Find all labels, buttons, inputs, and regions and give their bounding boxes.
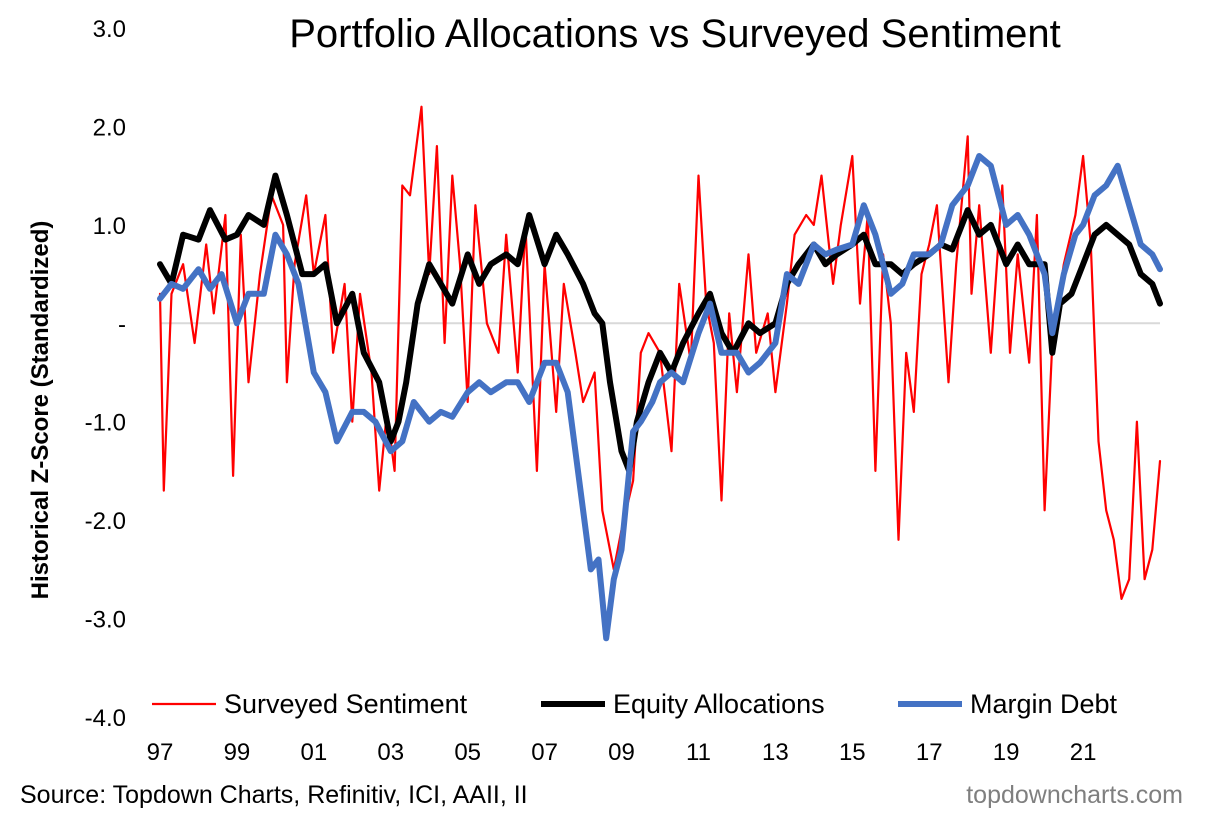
- y-tick-label: -3.0: [85, 607, 126, 634]
- x-tick-label: 03: [377, 739, 404, 766]
- x-tick-label: 07: [531, 739, 558, 766]
- y-tick-label: -2.0: [85, 508, 126, 535]
- legend-label: Margin Debt: [970, 689, 1118, 719]
- y-tick-label: 1.0: [93, 213, 126, 240]
- x-tick-label: 15: [839, 739, 866, 766]
- series-line-surveyed-sentiment: [158, 105, 1162, 601]
- y-tick-label: 3.0: [93, 16, 126, 43]
- legend-label: Equity Allocations: [613, 689, 825, 719]
- series-line-margin-debt: [157, 153, 1163, 642]
- legend-label: Surveyed Sentiment: [224, 689, 468, 719]
- x-tick-label: 11: [686, 739, 711, 766]
- x-axis-ticks: 97 99 01 03 05 07 09 11 13 15 17 19 21: [147, 739, 1097, 766]
- y-tick-label: 2.0: [93, 114, 126, 141]
- series-line-equity-allocations: [157, 172, 1163, 474]
- x-tick-label: 19: [993, 739, 1020, 766]
- y-axis-ticks: 3.0 2.0 1.0 - -1.0 -2.0 -3.0 -4.0: [85, 16, 126, 732]
- x-tick-label: 05: [454, 739, 481, 766]
- x-tick-label: 21: [1070, 739, 1097, 766]
- y-tick-label: -1.0: [85, 410, 126, 437]
- y-tick-label: -: [118, 311, 126, 338]
- source-note: Source: Topdown Charts, Refinitiv, ICI, …: [20, 781, 528, 809]
- series-layer: [157, 105, 1163, 642]
- legend: Surveyed Sentiment Equity Allocations Marg…: [152, 689, 1118, 719]
- chart-title: Portfolio Allocations vs Surveyed Sentim…: [289, 12, 1061, 56]
- x-tick-label: 99: [224, 739, 251, 766]
- brand-watermark: topdowncharts.com: [966, 781, 1183, 809]
- x-tick-label: 17: [916, 739, 943, 766]
- x-tick-label: 01: [300, 739, 327, 766]
- x-tick-label: 97: [147, 739, 174, 766]
- y-tick-label: -4.0: [85, 705, 126, 732]
- x-tick-label: 13: [762, 739, 789, 766]
- x-tick-label: 09: [608, 739, 635, 766]
- y-axis-label: Historical Z-Score (Standardized): [27, 221, 54, 600]
